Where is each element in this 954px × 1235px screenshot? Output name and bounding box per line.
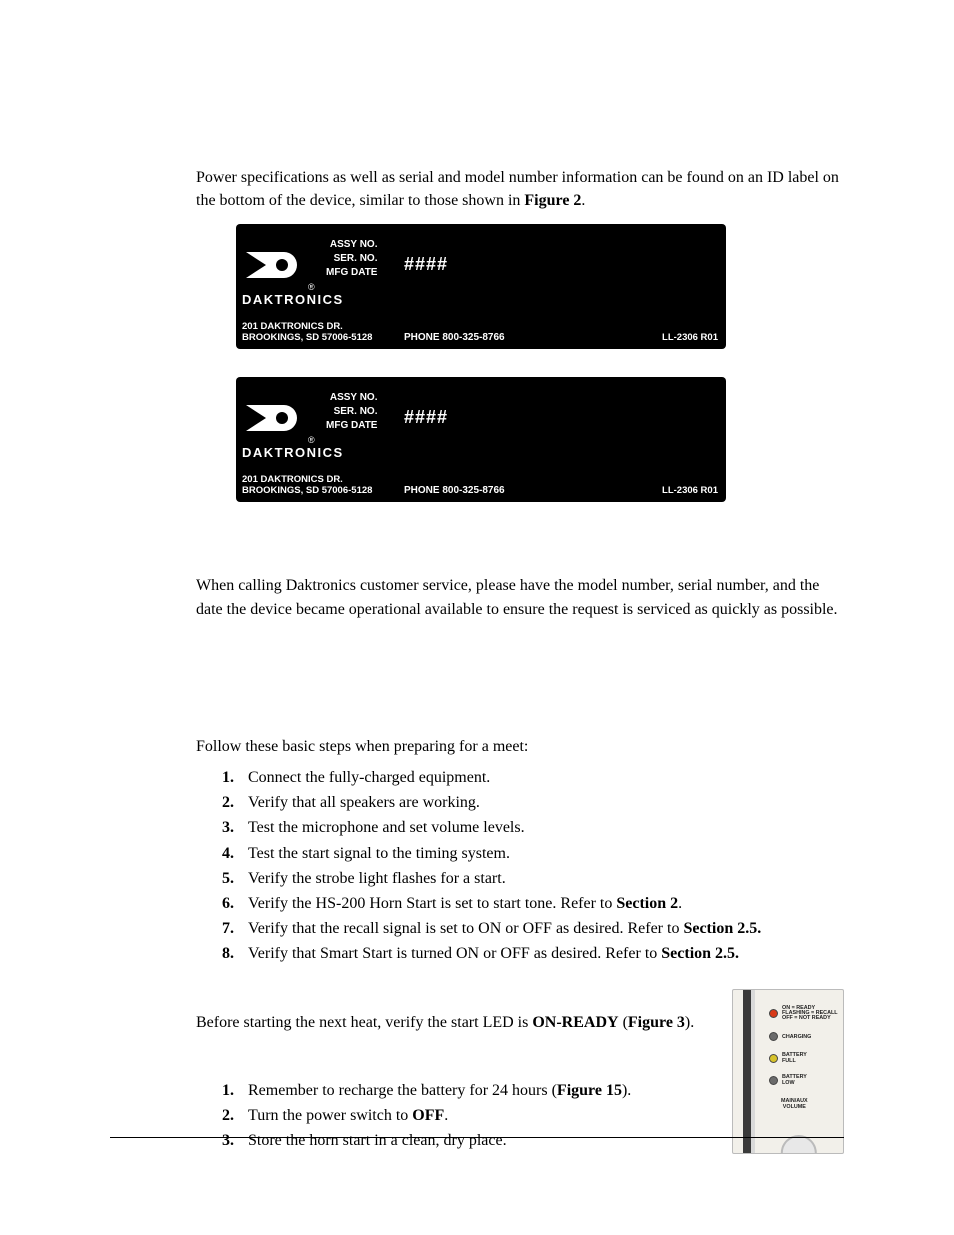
label-fields: ASSY NO. SER. NO. MFG DATE bbox=[326, 238, 377, 280]
on-ready-label: ON-READY bbox=[532, 1014, 618, 1031]
battery-low-led-label: BATTERY LOW bbox=[782, 1074, 807, 1086]
hash-placeholder: #### bbox=[404, 407, 448, 428]
address-line-2: BROOKINGS, SD 57006-5128 bbox=[242, 332, 372, 343]
list-item: 3.Test the microphone and set volume lev… bbox=[248, 816, 844, 839]
figure2-ref: Figure 2 bbox=[524, 192, 581, 209]
after-intro: Before starting the next heat, verify th… bbox=[196, 1011, 714, 1034]
label-code: LL-2306 R01 bbox=[662, 485, 718, 496]
phone-label: PHONE 800-325-8766 bbox=[404, 485, 505, 496]
battery-full-led-label: BATTERY FULL bbox=[782, 1052, 807, 1064]
list-item: 3.Store the horn start in a clean, dry p… bbox=[248, 1129, 714, 1152]
off-label: OFF bbox=[412, 1107, 444, 1124]
brand-name: DAKTRONICS bbox=[242, 292, 344, 307]
list-item: 7.Verify that the recall signal is set t… bbox=[248, 917, 844, 940]
id-label-figure: ASSY NO. SER. NO. MFG DATE ® DAKTRONICS … bbox=[236, 224, 844, 502]
section-ref: Section 2.5. bbox=[661, 945, 739, 962]
intro-text-c: . bbox=[581, 192, 585, 209]
after-steps-list: 1.Remember to recharge the battery for 2… bbox=[226, 1079, 714, 1153]
section-ref: Section 2 bbox=[616, 895, 678, 912]
assy-no-label: ASSY NO. bbox=[326, 238, 377, 252]
footer-rule bbox=[110, 1137, 844, 1138]
id-label-2: ASSY NO. SER. NO. MFG DATE ® DAKTRONICS … bbox=[236, 377, 726, 502]
label-code: LL-2306 R01 bbox=[662, 332, 718, 343]
device-panel-figure: ON = READY FLASHING = RECALL OFF = NOT R… bbox=[732, 989, 844, 1154]
list-item: 1.Connect the fully-charged equipment. bbox=[248, 766, 844, 789]
service-paragraph: When calling Daktronics customer service… bbox=[196, 574, 844, 620]
battery-low-led-icon bbox=[769, 1076, 778, 1085]
address: 201 DAKTRONICS DR. BROOKINGS, SD 57006-5… bbox=[242, 321, 372, 343]
prep-intro: Follow these basic steps when preparing … bbox=[196, 735, 844, 758]
intro-text-a: Power specifications as well as serial a… bbox=[196, 169, 839, 209]
label-fields: ASSY NO. SER. NO. MFG DATE bbox=[326, 391, 377, 433]
registered-mark: ® bbox=[308, 435, 315, 445]
address-line-2: BROOKINGS, SD 57006-5128 bbox=[242, 485, 372, 496]
ser-no-label: SER. NO. bbox=[326, 252, 377, 266]
list-item: 5.Verify the strobe light flashes for a … bbox=[248, 867, 844, 890]
daktronics-logo-icon bbox=[246, 250, 302, 280]
address: 201 DAKTRONICS DR. BROOKINGS, SD 57006-5… bbox=[242, 474, 372, 496]
list-item: 2.Turn the power switch to OFF. bbox=[248, 1104, 714, 1127]
intro-paragraph: Power specifications as well as serial a… bbox=[196, 166, 844, 212]
figure3-ref: Figure 3 bbox=[628, 1014, 685, 1031]
list-item: 2.Verify that all speakers are working. bbox=[248, 791, 844, 814]
address-line-1: 201 DAKTRONICS DR. bbox=[242, 321, 372, 332]
daktronics-logo-icon bbox=[246, 403, 302, 433]
list-item: 1.Remember to recharge the battery for 2… bbox=[248, 1079, 714, 1102]
charging-led-icon bbox=[769, 1032, 778, 1041]
mfg-date-label: MFG DATE bbox=[326, 266, 377, 280]
address-line-1: 201 DAKTRONICS DR. bbox=[242, 474, 372, 485]
assy-no-label: ASSY NO. bbox=[326, 391, 377, 405]
mfg-date-label: MFG DATE bbox=[326, 419, 377, 433]
volume-knob-icon bbox=[781, 1135, 817, 1154]
phone-label: PHONE 800-325-8766 bbox=[404, 332, 505, 343]
brand-name: DAKTRONICS bbox=[242, 445, 344, 460]
figure15-ref: Figure 15 bbox=[557, 1082, 622, 1099]
list-item: 6.Verify the HS-200 Horn Start is set to… bbox=[248, 892, 844, 915]
hash-placeholder: #### bbox=[404, 254, 448, 275]
list-item: 8.Verify that Smart Start is turned ON o… bbox=[248, 942, 844, 965]
id-label-1: ASSY NO. SER. NO. MFG DATE ® DAKTRONICS … bbox=[236, 224, 726, 349]
prep-steps-list: 1.Connect the fully-charged equipment. 2… bbox=[226, 766, 844, 966]
ready-led-icon bbox=[769, 1009, 778, 1018]
list-item: 4.Test the start signal to the timing sy… bbox=[248, 842, 844, 865]
charging-led-label: CHARGING bbox=[782, 1034, 811, 1040]
registered-mark: ® bbox=[308, 282, 315, 292]
ready-led-label: ON = READY FLASHING = RECALL OFF = NOT R… bbox=[782, 1006, 838, 1021]
volume-label: MAIN/AUX VOLUME bbox=[781, 1098, 808, 1110]
ser-no-label: SER. NO. bbox=[326, 405, 377, 419]
battery-full-led-icon bbox=[769, 1054, 778, 1063]
section-ref: Section 2.5. bbox=[683, 920, 761, 937]
